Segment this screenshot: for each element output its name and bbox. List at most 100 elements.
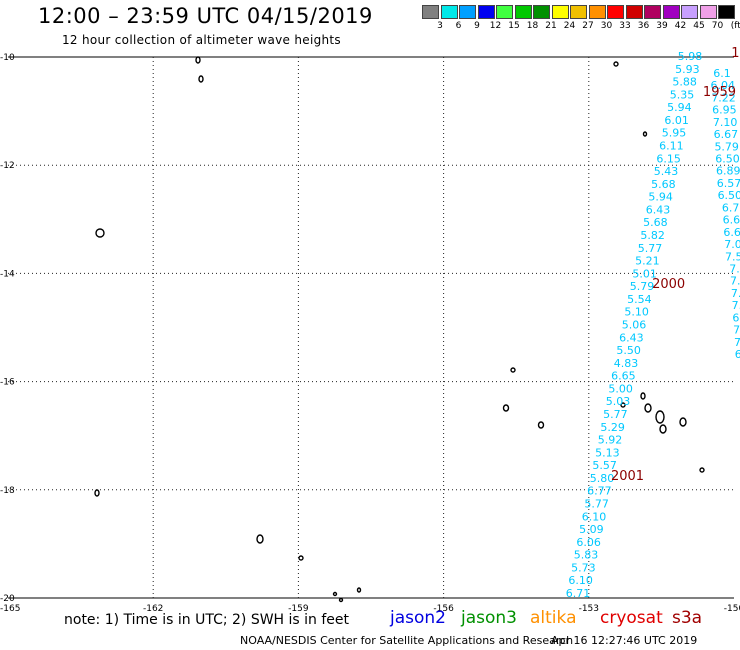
wave-height-value: 5.77 bbox=[638, 242, 663, 255]
lat-tick-label: -16 bbox=[0, 378, 15, 388]
wave-height-value: 6.06 bbox=[576, 536, 601, 549]
legend-swatch bbox=[440, 5, 458, 19]
legend-swatch bbox=[422, 5, 439, 19]
legend-label: 18 bbox=[526, 21, 539, 31]
wave-height-value: 6.67 bbox=[714, 128, 739, 141]
wave-height-value: 6.1 bbox=[713, 67, 731, 80]
island-outline bbox=[502, 404, 510, 412]
wave-height-value: 5.68 bbox=[651, 178, 676, 191]
wave-height-value: 6.7 bbox=[722, 201, 740, 214]
wave-height-value: 5.94 bbox=[667, 101, 692, 114]
wave-height-value: 5.94 bbox=[648, 191, 673, 204]
wave-height-value: 6.50 bbox=[715, 153, 740, 166]
legend-label: 42 bbox=[674, 21, 687, 31]
lat-tick-label: -20 bbox=[0, 594, 15, 604]
wave-height-value: 5.43 bbox=[654, 165, 679, 178]
wave-height-value: 5.80 bbox=[590, 472, 615, 485]
wave-height-value: 5.29 bbox=[600, 421, 625, 434]
wave-height-value: 5.83 bbox=[574, 549, 599, 562]
legend-label: 3 bbox=[437, 21, 443, 31]
legend-swatch bbox=[514, 5, 532, 19]
lat-tick-label: -12 bbox=[0, 161, 15, 171]
wave-height-value: 6.6 bbox=[723, 226, 740, 239]
island-outline bbox=[699, 467, 705, 473]
footer-note: note: 1) Time is in UTC; 2) SWH is in fe… bbox=[64, 612, 350, 628]
wave-height-value: 6.77 bbox=[587, 485, 612, 498]
wave-height-value: 5.68 bbox=[643, 216, 668, 229]
legend-swatch bbox=[681, 5, 698, 19]
wave-height-value: 7. bbox=[730, 275, 740, 288]
lon-tick-label: -162 bbox=[143, 604, 163, 614]
legend-unit: (ft) bbox=[730, 21, 740, 31]
wave-height-value: 7. bbox=[731, 287, 740, 300]
lon-tick-label: -150 bbox=[724, 604, 740, 614]
wave-height-value: 5.03 bbox=[606, 395, 631, 408]
wave-height-value: 5.57 bbox=[592, 459, 617, 472]
legend-label: 70 bbox=[711, 21, 724, 31]
island-outline bbox=[679, 417, 687, 427]
lon-tick-label: -153 bbox=[579, 604, 599, 614]
legend-label: 30 bbox=[600, 21, 613, 31]
wave-height-value: 7. bbox=[729, 262, 740, 275]
wave-height-value: 6.71 bbox=[566, 587, 591, 600]
wave-height-value: 6.50 bbox=[718, 189, 740, 202]
legend-swatch bbox=[496, 5, 513, 19]
wave-height-value: 5.35 bbox=[670, 88, 695, 101]
wave-height-value: 7. bbox=[733, 324, 740, 337]
wave-height-value: 6.65 bbox=[611, 370, 636, 383]
island-outline bbox=[94, 489, 100, 497]
legend-label: 15 bbox=[508, 21, 520, 31]
wave-height-value: 5.77 bbox=[584, 498, 609, 511]
island-outline bbox=[659, 424, 667, 434]
legend-swatch bbox=[644, 5, 661, 19]
legend-swatch bbox=[625, 5, 643, 19]
wave-height-value: 6. bbox=[732, 311, 740, 324]
lon-tick-label: -159 bbox=[288, 604, 309, 614]
legend-swatch bbox=[459, 5, 476, 19]
wave-height-value: 5.73 bbox=[571, 561, 596, 574]
legend-jason3: jason3 bbox=[461, 608, 517, 628]
generated-timestamp: Apr 16 12:27:46 UTC 2019 bbox=[551, 634, 698, 647]
wave-height-value: 5.21 bbox=[635, 255, 660, 268]
legend-label: 9 bbox=[474, 21, 480, 31]
island-outline bbox=[640, 392, 646, 400]
legend-swatch bbox=[718, 5, 735, 19]
wave-height-value: 6.57 bbox=[717, 177, 740, 190]
island-outline bbox=[620, 402, 626, 408]
wave-height-value: 5.00 bbox=[608, 382, 633, 395]
wave-height-value: 6.43 bbox=[646, 203, 671, 216]
wave-height-value: 5.09 bbox=[579, 523, 604, 536]
legend-swatch bbox=[477, 5, 495, 19]
island-outline bbox=[198, 75, 204, 83]
legend-label: 36 bbox=[637, 21, 650, 31]
island-outline bbox=[195, 56, 201, 64]
lon-tick-label: -165 bbox=[0, 604, 20, 614]
wave-height-value: 7.10 bbox=[713, 116, 738, 129]
pass-time-label: 195 bbox=[731, 46, 740, 61]
island-outline bbox=[510, 367, 516, 373]
legend-swatch bbox=[662, 5, 680, 19]
wave-height-value: 7. bbox=[732, 299, 740, 312]
wave-height-value: 6.10 bbox=[568, 574, 593, 587]
legend-label: 21 bbox=[545, 21, 557, 31]
wave-height-value: 7.5 bbox=[725, 250, 740, 263]
wave-height-value: 5.77 bbox=[603, 408, 628, 421]
pass-time-label: 2001 bbox=[611, 469, 644, 484]
wave-height-value: 5.88 bbox=[672, 76, 697, 89]
wave-height-value: 5.79 bbox=[714, 140, 739, 153]
legend-swatch bbox=[551, 5, 569, 19]
wave-height-value: 5.92 bbox=[598, 434, 623, 447]
island-outline bbox=[298, 555, 304, 561]
legend-label: 6 bbox=[455, 21, 462, 31]
wave-height-value: 5.13 bbox=[595, 446, 620, 459]
wave-height-value: 6.6 bbox=[723, 214, 740, 227]
island-outline bbox=[332, 591, 338, 597]
wave-height-value: 5.10 bbox=[624, 306, 649, 319]
island-outline bbox=[256, 534, 264, 544]
island-outline bbox=[537, 421, 545, 429]
wave-height-value: 6.11 bbox=[659, 140, 684, 153]
wave-height-value: 6.89 bbox=[716, 165, 740, 178]
legend-label: 33 bbox=[619, 21, 631, 31]
lat-tick-label: -14 bbox=[0, 269, 15, 279]
island-outline bbox=[356, 587, 362, 593]
